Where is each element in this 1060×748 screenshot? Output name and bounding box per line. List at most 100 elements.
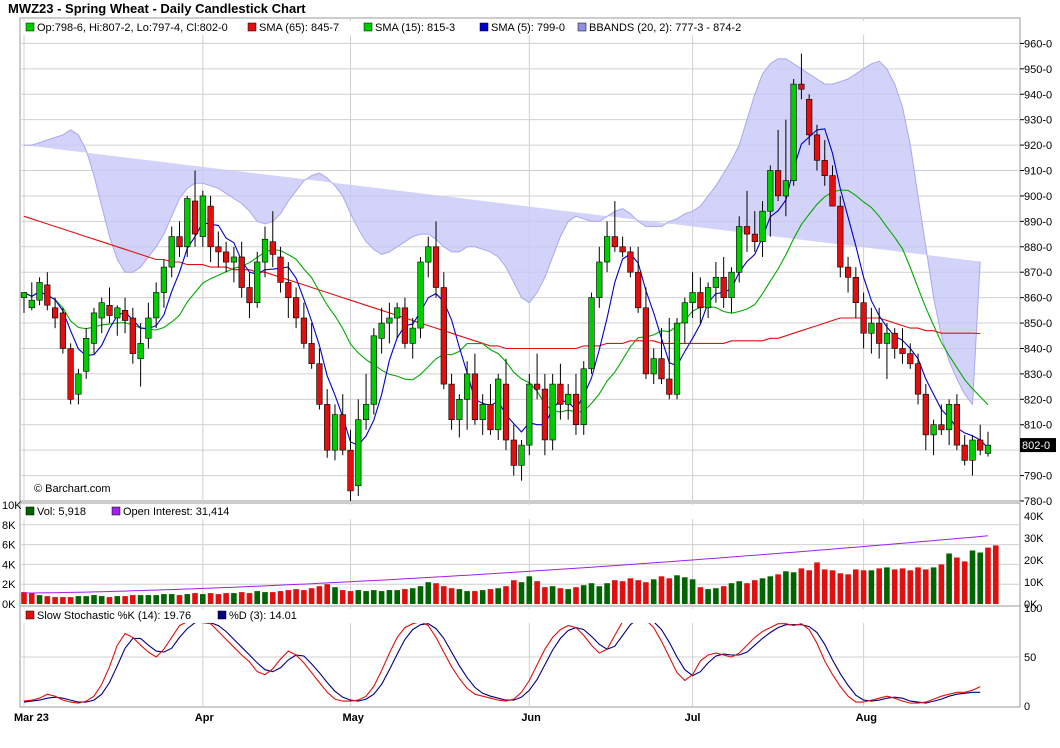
candle-body bbox=[137, 343, 144, 359]
volume-bar bbox=[650, 579, 657, 605]
candle-body bbox=[969, 439, 976, 461]
open-interest-line bbox=[24, 535, 989, 594]
volume-bar bbox=[643, 582, 649, 604]
price-tick-label: 780-0 bbox=[1024, 496, 1052, 508]
volume-bar bbox=[961, 561, 968, 604]
candle-body bbox=[355, 419, 362, 487]
candle-body bbox=[432, 246, 440, 288]
volume-bar bbox=[223, 593, 229, 604]
candle-body bbox=[261, 238, 269, 263]
volume-bar bbox=[441, 586, 447, 604]
candle-body bbox=[759, 210, 766, 242]
volume-left-tick-label: 10K bbox=[2, 500, 22, 512]
volume-bar bbox=[503, 586, 509, 604]
candle-body bbox=[456, 398, 463, 420]
candle-body bbox=[386, 317, 393, 324]
candle-body bbox=[448, 383, 455, 421]
legend-swatch bbox=[247, 22, 257, 32]
candle-body bbox=[90, 312, 98, 344]
watermark: © Barchart.com bbox=[34, 483, 111, 495]
candle-body bbox=[215, 246, 222, 253]
candle-body bbox=[114, 307, 121, 319]
volume-left-tick-label: 2K bbox=[2, 579, 16, 591]
volume-bar bbox=[339, 590, 346, 604]
candle-body bbox=[339, 414, 346, 451]
volume-bar bbox=[464, 591, 470, 604]
volume-bar bbox=[627, 578, 634, 604]
candle-body bbox=[191, 200, 199, 235]
price-tick-label: 870-0 bbox=[1024, 267, 1052, 279]
candle-body bbox=[961, 444, 968, 461]
last-price-box bbox=[1020, 438, 1056, 453]
price-tick-label: 840-0 bbox=[1024, 343, 1052, 355]
legend-label: Slow Stochastic %K (14): 19.76 bbox=[37, 610, 191, 622]
candle-body bbox=[751, 233, 758, 243]
bollinger-band bbox=[24, 58, 981, 406]
legend-bg bbox=[21, 505, 1019, 519]
candle-body bbox=[720, 276, 727, 298]
volume-bar bbox=[192, 593, 198, 604]
volume-bar bbox=[137, 595, 144, 604]
volume-bar bbox=[930, 567, 937, 604]
price-tick-label: 890-0 bbox=[1024, 216, 1052, 228]
volume-bar bbox=[876, 568, 882, 604]
candle-body bbox=[67, 348, 74, 400]
legend-label: SMA (15): 815-3 bbox=[375, 22, 455, 34]
candle-body bbox=[36, 282, 43, 301]
volume-bar bbox=[977, 552, 983, 604]
volume-bar bbox=[52, 597, 58, 604]
candle-body bbox=[417, 261, 424, 329]
volume-bar bbox=[363, 591, 369, 604]
volume-bar bbox=[207, 593, 214, 604]
legend-bg bbox=[21, 609, 1019, 623]
volume-bar bbox=[806, 570, 812, 604]
candle-body bbox=[907, 353, 914, 365]
price-tick-label: 820-0 bbox=[1024, 394, 1052, 406]
volume-bar bbox=[713, 588, 719, 604]
candle-body bbox=[596, 261, 603, 298]
candle-body bbox=[145, 317, 152, 339]
candle-body bbox=[300, 317, 308, 344]
volume-bar bbox=[75, 596, 82, 604]
volume-bar bbox=[798, 568, 805, 604]
stoch-tick-label: 50 bbox=[1024, 652, 1036, 664]
volume-bar bbox=[254, 591, 260, 604]
legend-label: %D (3): 14.01 bbox=[229, 610, 297, 622]
candle-body bbox=[984, 444, 992, 454]
volume-bar bbox=[409, 588, 416, 604]
candle-body bbox=[246, 287, 253, 304]
chart-title: MWZ23 - Spring Wheat - Daily Candlestick… bbox=[8, 1, 306, 16]
price-tick-label: 910-0 bbox=[1024, 166, 1052, 178]
candle-body bbox=[44, 284, 51, 306]
candle-body bbox=[945, 404, 953, 431]
candle-body bbox=[658, 358, 665, 380]
volume-bar bbox=[619, 581, 626, 604]
volume-bar bbox=[231, 593, 237, 604]
candle-body bbox=[914, 363, 922, 395]
volume-bar bbox=[518, 582, 525, 604]
volume-left-tick-label: 0K bbox=[2, 599, 16, 611]
candle-body bbox=[806, 99, 813, 136]
volume-legend: Vol: 5,918 Open Interest: 31,414 bbox=[21, 505, 1019, 519]
volume-bar bbox=[549, 586, 556, 604]
legend-swatch bbox=[25, 506, 35, 516]
x-axis-label: Jul bbox=[685, 712, 701, 724]
volume-bar bbox=[145, 595, 152, 604]
volume-bar bbox=[285, 590, 292, 604]
candle-body bbox=[603, 236, 611, 263]
candle-body bbox=[510, 439, 517, 466]
legend-label: Vol: 5,918 bbox=[37, 506, 86, 518]
candle-body bbox=[394, 307, 401, 319]
volume-right-tick-label: 10K bbox=[1024, 577, 1044, 589]
candle-body bbox=[176, 236, 183, 248]
volume-bar bbox=[122, 596, 128, 604]
candle-body bbox=[541, 388, 548, 441]
candle-body bbox=[401, 307, 409, 344]
candle-body bbox=[798, 83, 805, 90]
candle-body bbox=[308, 343, 315, 364]
volume-bar bbox=[301, 590, 307, 604]
volume-bar bbox=[67, 597, 74, 604]
candle-body bbox=[837, 205, 844, 268]
volume-bar bbox=[720, 586, 727, 604]
volume-left-tick-label: 8K bbox=[2, 520, 16, 532]
